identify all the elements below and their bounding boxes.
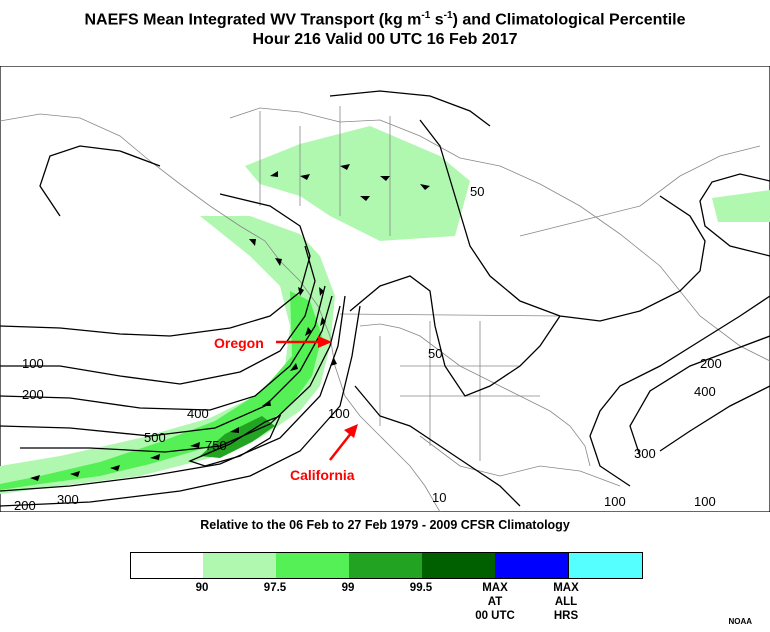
ivt-map: 100 200 400 500 750 300 200 100 50 50 10… [0, 66, 770, 512]
colorbar-segment-0 [130, 552, 205, 579]
california-arrow [329, 431, 353, 461]
contour-label-750: 750 [205, 438, 227, 453]
contour-label-50-us: 50 [428, 346, 442, 361]
contour-label-400-atl: 400 [694, 384, 716, 399]
land-borders [0, 106, 770, 512]
ivt-vectors [30, 164, 430, 481]
colorbar-segment-2 [276, 552, 349, 579]
shade-plume-peak [200, 416, 275, 458]
map-title-line2: Hour 216 Valid 00 UTC 16 Feb 2017 [252, 31, 518, 48]
contour-label-10: 10 [432, 490, 446, 505]
contour-label-100-coast: 100 [328, 406, 350, 421]
california-label: California [290, 467, 355, 483]
colorbar-segment-3 [349, 552, 422, 579]
contour-label-100-atl-a: 100 [604, 494, 626, 509]
contour-labels: 100 200 400 500 750 300 200 100 50 50 10… [14, 184, 722, 512]
colorbar-label-97-5: 97.5 [263, 582, 287, 594]
contour-label-400: 400 [187, 406, 209, 421]
colorbar-label-max-all: MAX ALL HRS [553, 582, 579, 622]
colorbar-label-99: 99 [341, 582, 355, 594]
contour-label-200: 200 [22, 387, 44, 402]
contour-label-200-atl: 200 [700, 356, 722, 371]
noaa-credit: NOAA [728, 617, 752, 626]
colorbar-segment-4 [422, 552, 495, 579]
annotations: Oregon California [214, 335, 358, 483]
contour-label-200b: 200 [14, 498, 36, 512]
shade-plume-core [0, 291, 322, 490]
oregon-label: Oregon [214, 335, 264, 351]
climatology-subtitle: Relative to the 06 Feb to 27 Feb 1979 - … [200, 518, 570, 532]
contour-label-100-atl-b: 100 [694, 494, 716, 509]
contour-label-300: 300 [57, 492, 79, 507]
colorbar-segment-5 [495, 552, 568, 579]
contour-label-100: 100 [22, 356, 44, 371]
california-arrowhead [344, 424, 358, 438]
ivt-contours [0, 90, 770, 507]
contour-label-500: 500 [144, 430, 166, 445]
colorbar-segment-6 [568, 552, 643, 579]
map-title-line1: NAEFS Mean Integrated WV Transport (kg m… [84, 10, 686, 29]
contour-label-50-north: 50 [470, 184, 484, 199]
colorbar-label-99-5: 99.5 [409, 582, 433, 594]
colorbar-label-90: 90 [195, 582, 209, 594]
oregon-arrowhead [318, 336, 332, 348]
shade-atlantic [712, 190, 770, 222]
percentile-shading [0, 126, 770, 494]
contour-label-300-atl: 300 [634, 446, 656, 461]
colorbar-segment-1 [203, 552, 276, 579]
shade-canada [245, 126, 470, 241]
colorbar-label-max-00utc: MAX AT 00 UTC [475, 582, 515, 622]
